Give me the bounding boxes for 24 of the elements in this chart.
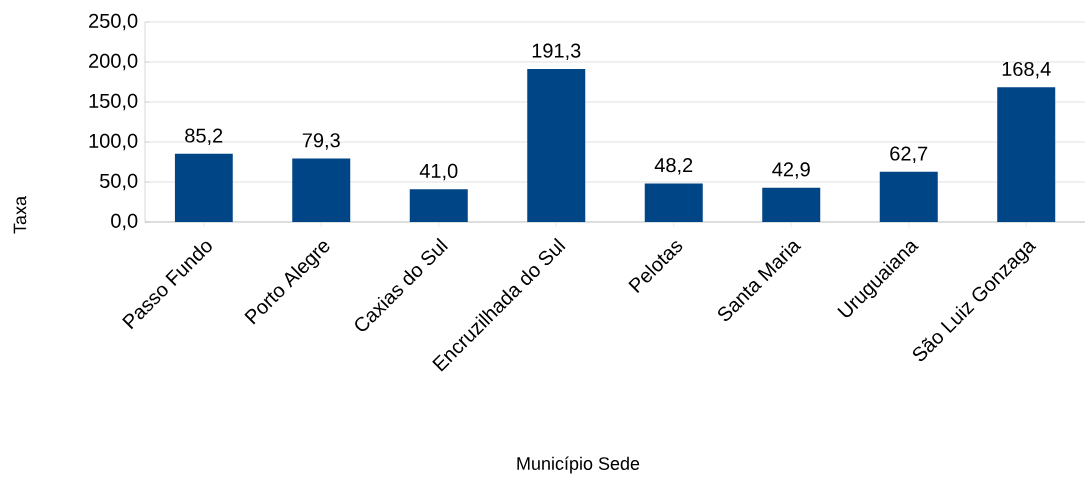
- bar: [527, 68, 586, 222]
- data-label: 62,7: [890, 146, 928, 163]
- y-axis-title: Taxa: [13, 195, 27, 234]
- data-label: 42,9: [772, 162, 810, 179]
- y-tick-label: 250,0: [89, 13, 138, 31]
- data-label: 48,2: [654, 157, 693, 175]
- x-axis-title: Município Sede: [517, 456, 640, 474]
- data-label: 41,0: [419, 163, 458, 181]
- y-tick-label: 50,0: [100, 173, 138, 191]
- bar: [879, 171, 938, 222]
- bar: [997, 87, 1056, 222]
- bar: [409, 189, 468, 222]
- y-tick-label: 200,0: [89, 53, 138, 71]
- bar: [644, 183, 703, 222]
- bar: [292, 158, 351, 222]
- data-label: 168,4: [1002, 61, 1051, 79]
- y-tick-label: 100,0: [89, 133, 138, 151]
- bar: [762, 187, 821, 222]
- data-label: 191,3: [532, 43, 581, 61]
- bar: [174, 153, 233, 222]
- data-label: 79,3: [302, 133, 340, 150]
- y-tick-label: 150,0: [89, 93, 138, 111]
- data-label: 85,2: [185, 128, 223, 145]
- y-tick-label: 0,0: [111, 213, 138, 231]
